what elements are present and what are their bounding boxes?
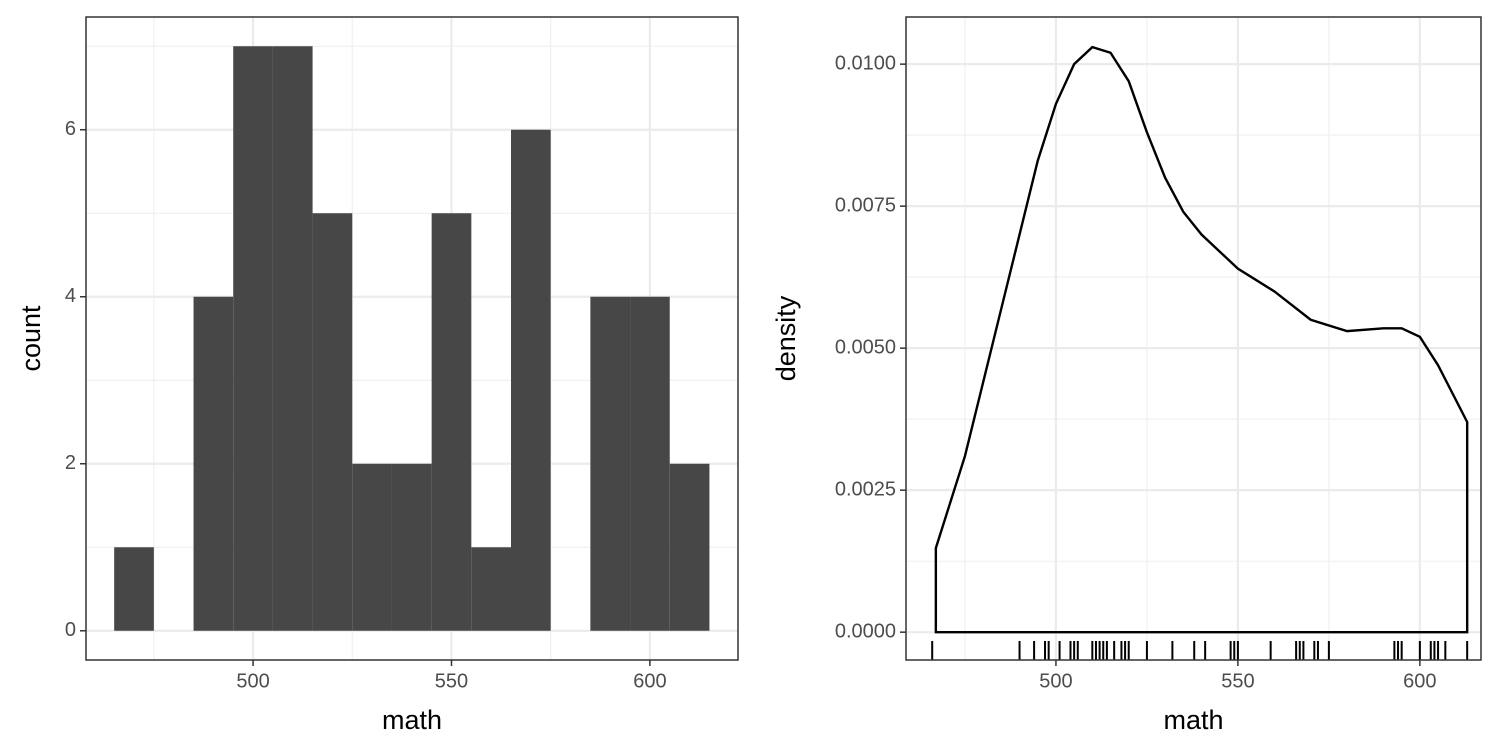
- bar: [233, 46, 273, 631]
- bar: [471, 547, 512, 631]
- bar: [352, 463, 392, 631]
- y-tick-label: 0.0025: [835, 478, 896, 500]
- y-tick-label: 4: [65, 285, 76, 307]
- bar: [511, 129, 551, 631]
- y-tick-label: 0.0000: [835, 620, 896, 642]
- bar: [630, 296, 670, 631]
- y-tick-label: 0: [65, 619, 76, 641]
- x-tick-label: 500: [1039, 670, 1072, 692]
- y-tick-label: 0.0050: [835, 336, 896, 358]
- bar: [669, 463, 710, 631]
- y-axis-title: count: [16, 305, 46, 372]
- y-tick-label: 0.0075: [835, 194, 896, 216]
- x-axis-title: math: [1163, 705, 1223, 735]
- panel-border: [85, 16, 739, 661]
- x-tick-label: 600: [633, 670, 666, 692]
- y-tick-label: 0.0100: [835, 52, 896, 74]
- x-tick-label: 550: [1221, 670, 1254, 692]
- x-tick-label: 550: [435, 670, 468, 692]
- bar: [312, 213, 353, 631]
- y-tick-label: 2: [65, 452, 76, 474]
- x-tick-label: 500: [236, 670, 269, 692]
- bar: [193, 296, 234, 631]
- x-axis-title: math: [382, 705, 442, 735]
- bar: [391, 463, 432, 631]
- bar: [590, 296, 631, 631]
- x-tick-label: 600: [1403, 670, 1436, 692]
- panel-border: [905, 16, 1482, 661]
- bar: [431, 213, 472, 631]
- y-tick-label: 6: [65, 118, 76, 140]
- bar: [114, 547, 154, 631]
- y-axis-title: density: [771, 295, 801, 381]
- density-curve: [934, 45, 1469, 634]
- bar: [272, 46, 313, 631]
